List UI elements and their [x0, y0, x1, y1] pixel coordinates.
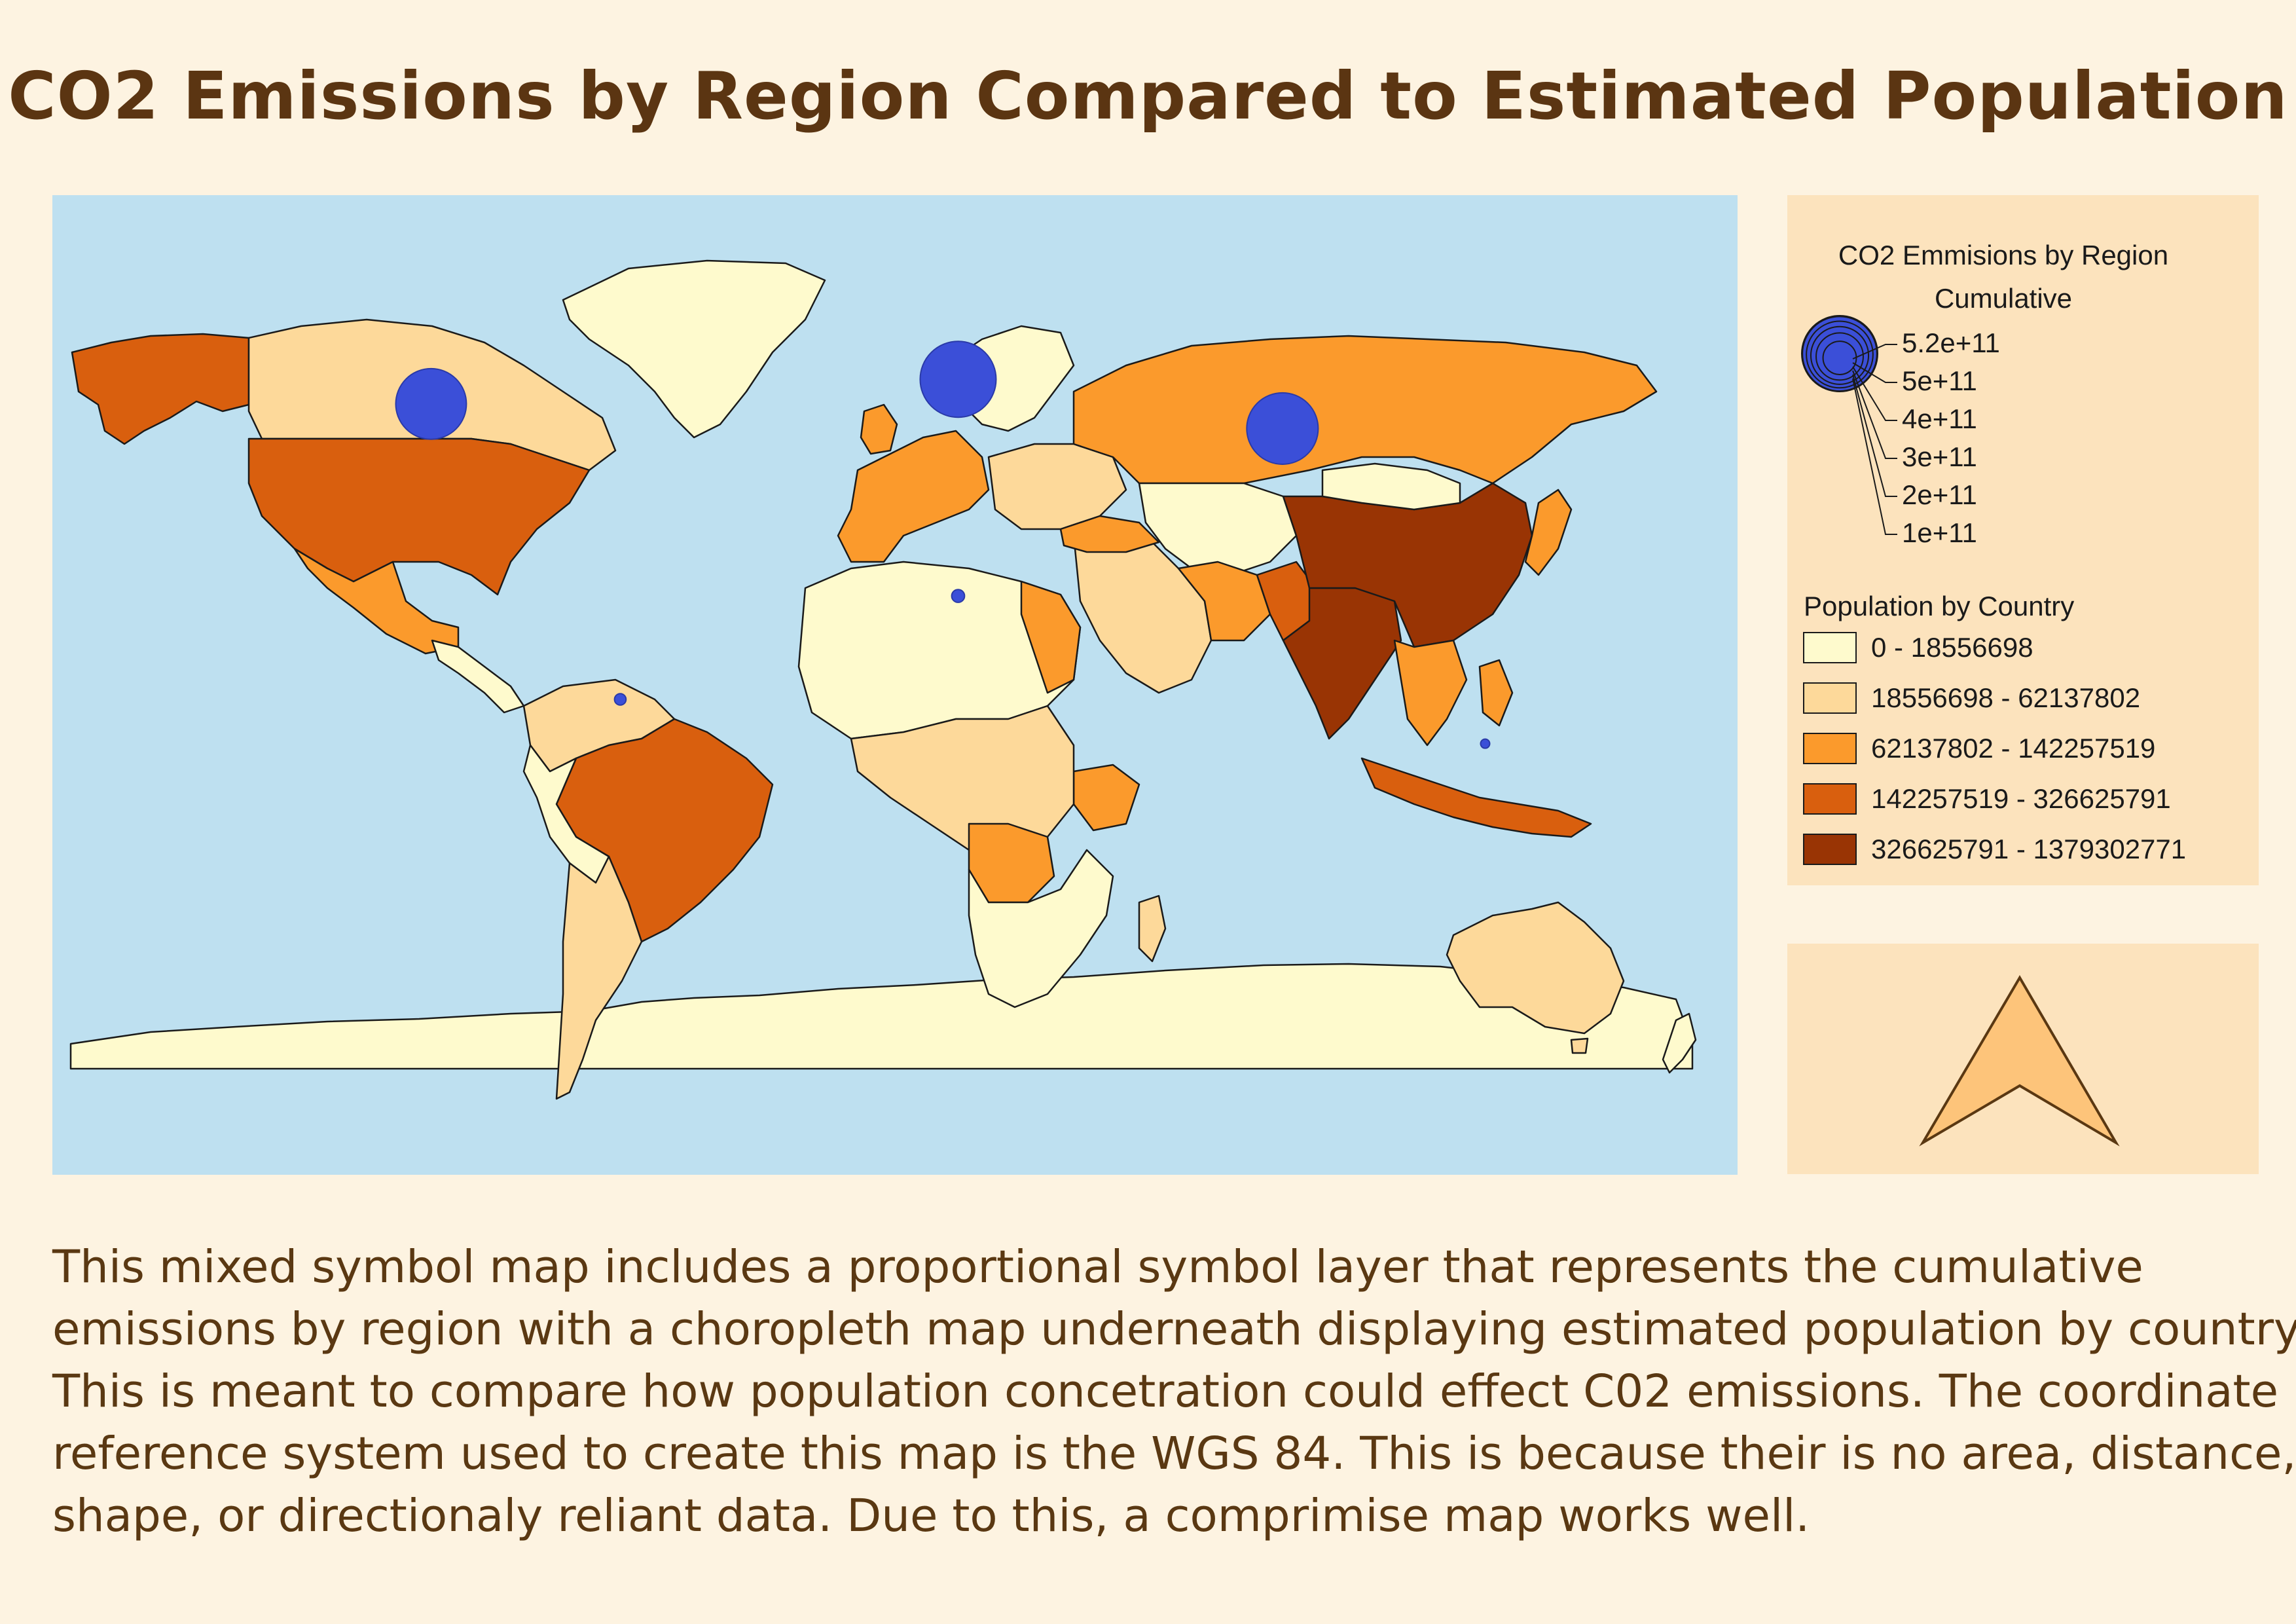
symbol-legend-label: 2e+11: [1902, 479, 1977, 510]
legend-panel: CO2 Emmisions by Region Cumulative 5.2e+…: [1787, 195, 2259, 885]
symbol-legend-label: 4e+11: [1902, 403, 1977, 434]
map-frame[interactable]: [52, 195, 1738, 1175]
choropleth-legend-title: Population by Country: [1804, 591, 2074, 621]
central-america[interactable]: [431, 639, 525, 714]
emission-symbol-africa[interactable]: [951, 589, 966, 603]
description-line: reference system used to create this map…: [52, 1428, 2296, 1480]
choropleth-legend-label: 18556698 - 62137802: [1871, 682, 2140, 713]
central-asia[interactable]: [1138, 482, 1298, 576]
madagascar[interactable]: [1138, 895, 1167, 963]
alaska[interactable]: [71, 333, 250, 445]
choropleth-legend-swatch: [1803, 682, 1857, 714]
description-line: This mixed symbol map includes a proport…: [52, 1241, 2143, 1293]
symbol-legend-label: 5e+11: [1902, 365, 1977, 396]
emission-symbol-south-america[interactable]: [613, 693, 627, 706]
philippines[interactable]: [1478, 659, 1514, 727]
symbol-legend-label: 3e+11: [1902, 441, 1977, 472]
emission-symbol-north-america[interactable]: [395, 367, 467, 440]
southern-south-america[interactable]: [555, 855, 643, 1100]
choropleth-legend-label: 326625791 - 1379302771: [1871, 834, 2186, 864]
indonesia[interactable]: [1360, 757, 1592, 838]
symbol-legend-leader: [1852, 374, 1897, 497]
choropleth-legend: 0 - 18556698 18556698 - 62137802 62137802 …: [1803, 632, 2186, 865]
iran[interactable]: [1177, 561, 1271, 642]
uk[interactable]: [860, 403, 898, 455]
symbol-legend-leader: [1852, 362, 1897, 383]
description-line: emissions by region with a choropleth ma…: [52, 1303, 2296, 1356]
emission-symbol-europe[interactable]: [919, 341, 997, 418]
symbol-legend-label: 1e+11: [1902, 517, 1977, 548]
symbol-legend-circle: [1822, 341, 1857, 375]
north-africa[interactable]: [797, 561, 1082, 740]
symbol-legend-leader: [1852, 378, 1897, 535]
choropleth-legend-swatch: [1803, 834, 1857, 865]
choropleth-legend-swatch: [1803, 632, 1857, 663]
usa[interactable]: [247, 437, 591, 596]
central-africa[interactable]: [850, 705, 1075, 851]
choropleth-legend-swatch: [1803, 783, 1857, 815]
choropleth-legend-swatch: [1803, 733, 1857, 764]
ethiopia[interactable]: [1072, 764, 1140, 832]
symbol-legend-subtitle: Cumulative: [1935, 283, 2072, 314]
symbol-legend-leader: [1852, 344, 1897, 360]
symbol-legend-leader: [1852, 370, 1897, 459]
mongolia[interactable]: [1321, 462, 1461, 511]
antarctica[interactable]: [69, 963, 1694, 1070]
new-zealand[interactable]: [1662, 1012, 1697, 1074]
eastern-europe[interactable]: [987, 443, 1127, 530]
choropleth-legend-label: 62137802 - 142257519: [1871, 733, 2155, 764]
description-line: This is meant to compare how population …: [52, 1365, 2279, 1418]
mexico[interactable]: [293, 547, 460, 655]
greenland[interactable]: [562, 259, 826, 439]
western-europe[interactable]: [837, 430, 990, 563]
description-line: shape, or directionaly reliant data. Due…: [52, 1490, 1810, 1542]
world-map[interactable]: [52, 195, 1738, 1175]
symbol-legend-label: 5.2e+11: [1902, 327, 2000, 358]
symbol-legend-leader: [1852, 366, 1897, 421]
southern-africa[interactable]: [968, 849, 1114, 1008]
symbol-legend-title: CO2 Emmisions by Region: [1838, 240, 2168, 270]
emission-symbol-oceania[interactable]: [1480, 738, 1491, 749]
southeast-asia[interactable]: [1393, 639, 1468, 747]
russia[interactable]: [1072, 335, 1658, 485]
australia[interactable]: [1446, 901, 1625, 1035]
japan[interactable]: [1524, 489, 1573, 576]
north-arrow-icon: [1919, 975, 2120, 1147]
map-title: CO2 Emissions by Region Compared to Esti…: [8, 58, 2288, 134]
proportional-symbol-legend: 5.2e+11 5e+11 4e+11 3e+11 2e+11 1e+11: [1801, 315, 2000, 548]
north-arrow-panel: [1787, 944, 2259, 1174]
choropleth-legend-label: 142257519 - 326625791: [1871, 783, 2171, 814]
choropleth-legend-label: 0 - 18556698: [1871, 632, 2033, 663]
emission-symbol-asia[interactable]: [1246, 392, 1319, 465]
turkey[interactable]: [1059, 515, 1160, 553]
map-description: This mixed symbol map includes a proport…: [52, 1236, 2296, 1547]
egypt[interactable]: [1020, 580, 1082, 694]
tasmania[interactable]: [1570, 1037, 1589, 1054]
